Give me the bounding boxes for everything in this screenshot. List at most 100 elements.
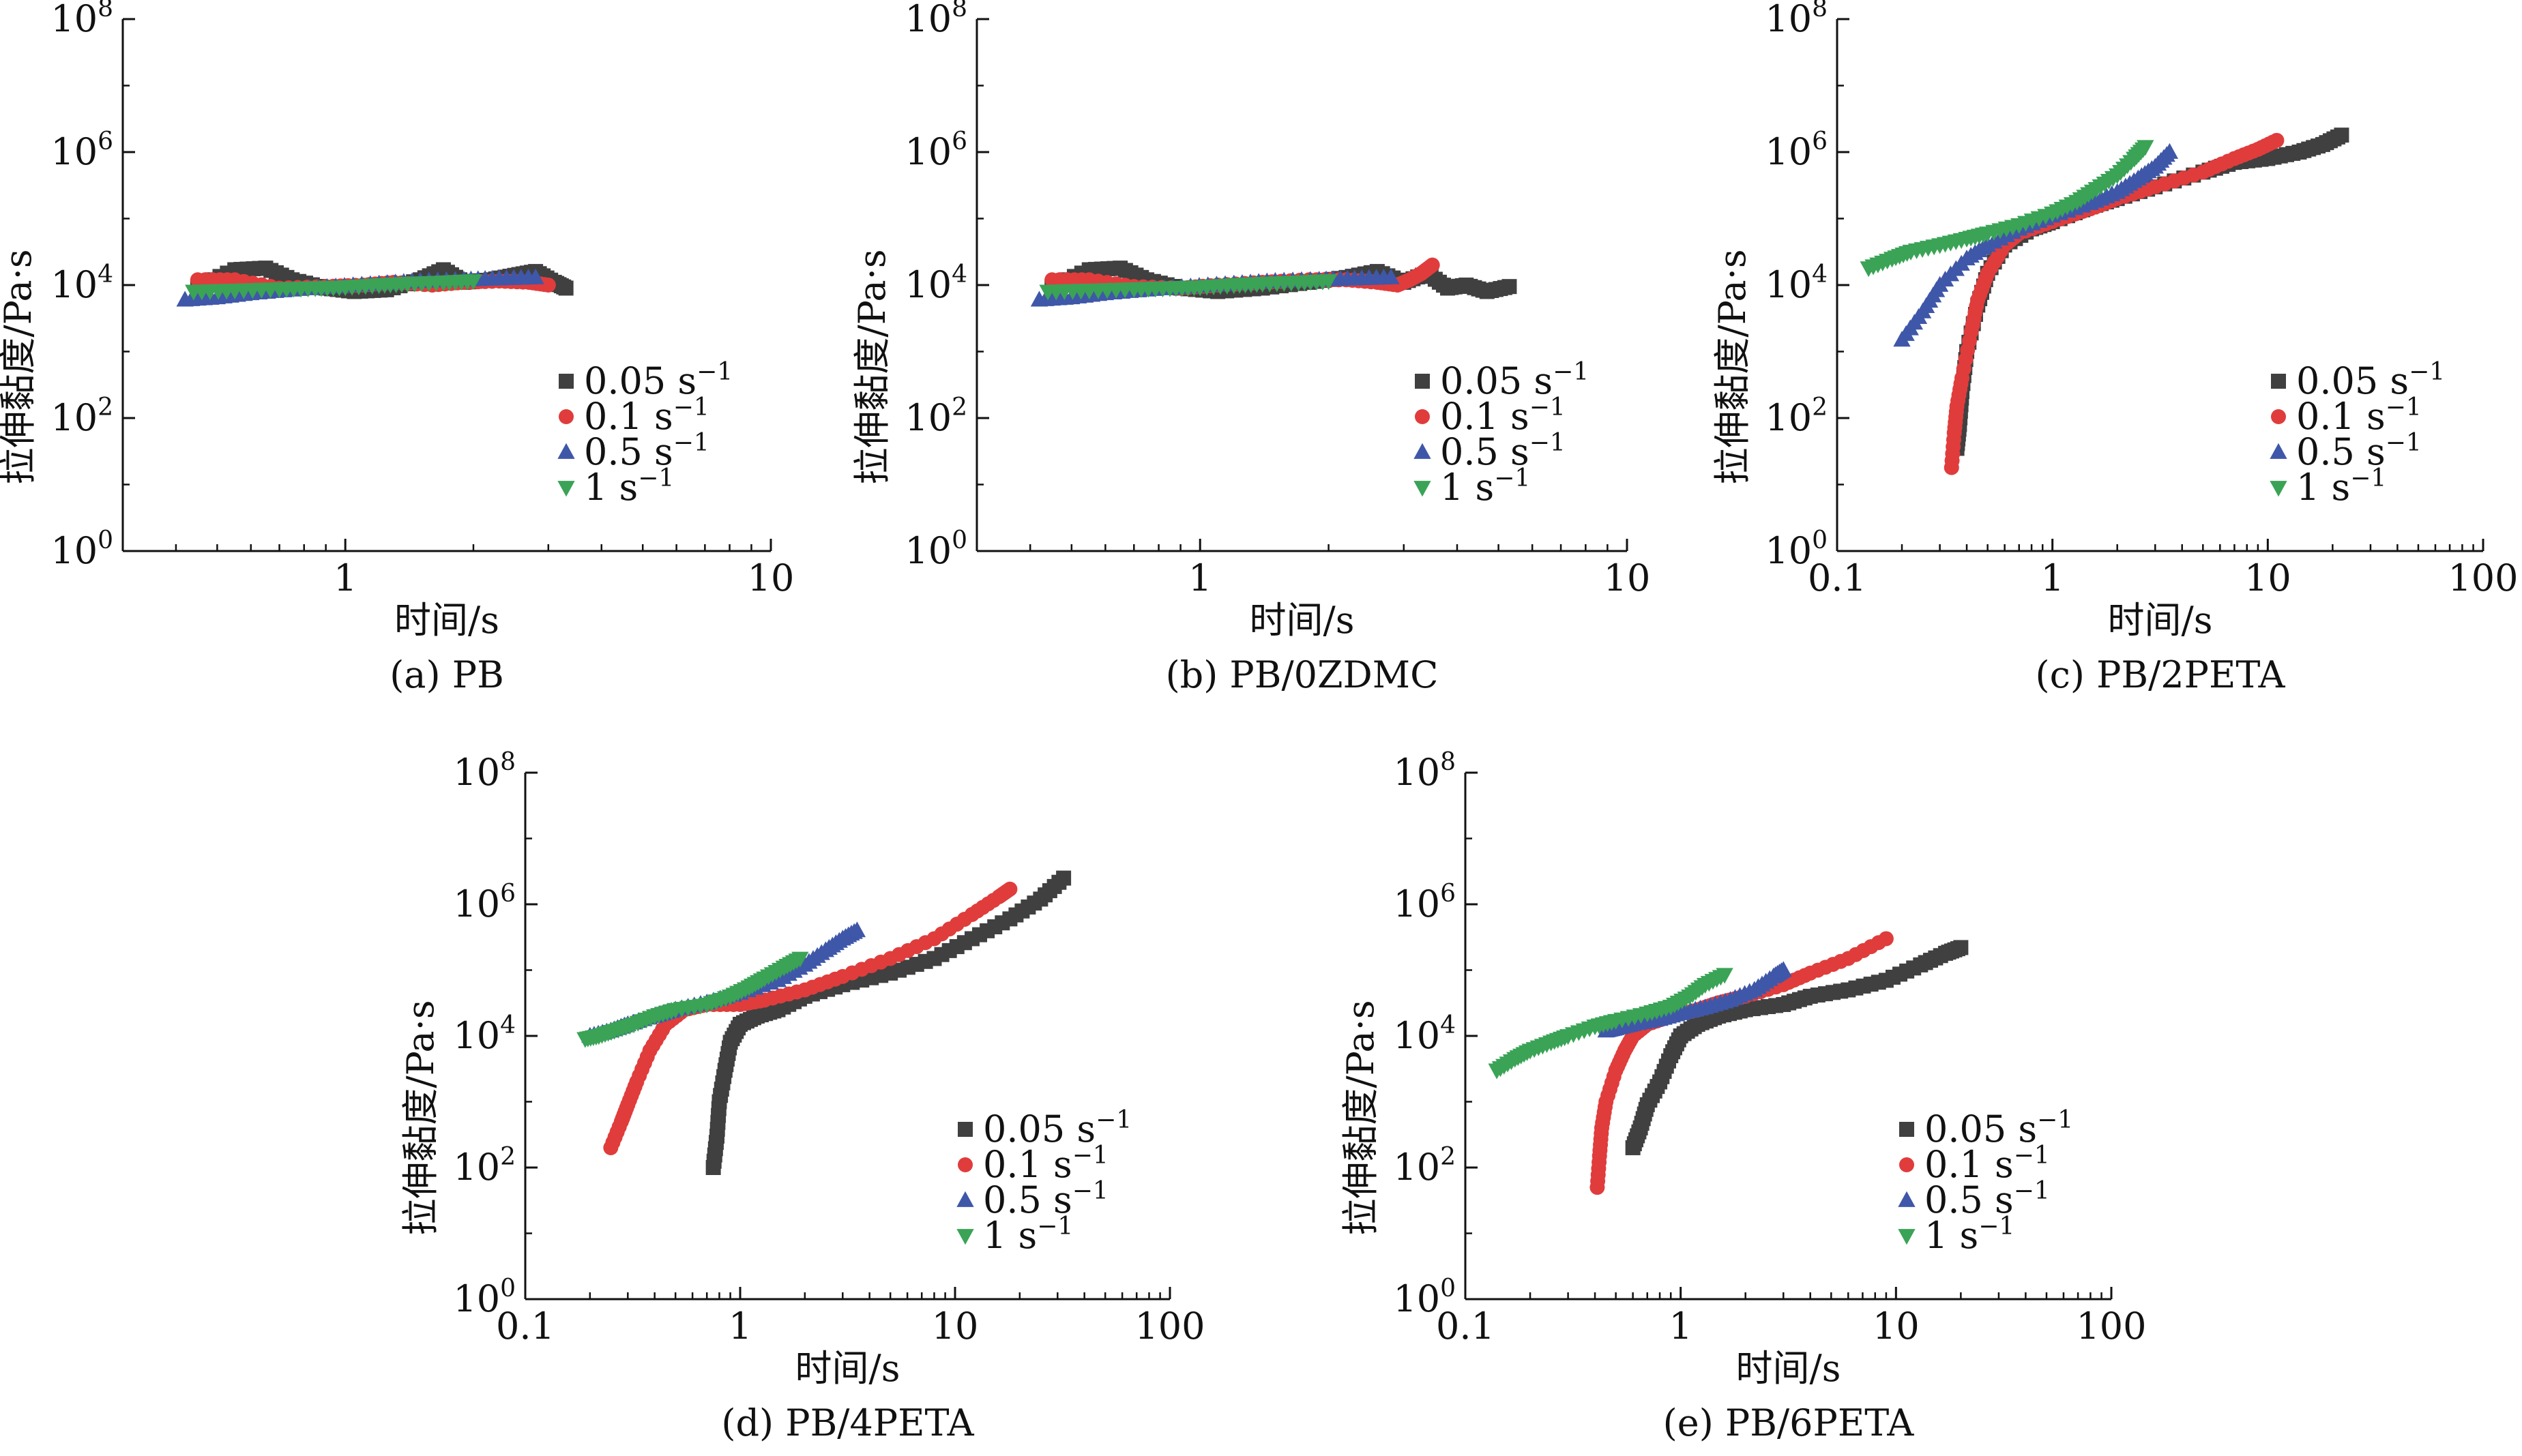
legend-entry: 0.1 s−1 (559, 393, 709, 438)
y-tick-label: 102 (1765, 393, 1828, 439)
series-0_5 (1597, 961, 1792, 1038)
legend-marker (2271, 409, 2286, 424)
data-point (1501, 279, 1517, 295)
y-axis-label: 拉伸黏度/Pa·s (1711, 249, 1754, 484)
legend-entry: 0.1 s−1 (1415, 393, 1566, 438)
x-axis-label: 时间/s (1736, 1347, 1841, 1390)
chart-panel: 0.1 1 10 100 100 102 104 106 108 时间/s 拉伸黏度/Pa·s (d)… (399, 748, 1205, 1444)
legend-entry: 1 s−1 (2270, 464, 2386, 509)
legend-marker (1415, 409, 1430, 424)
x-tick-label: 100 (1134, 1305, 1205, 1348)
x-tick-label: 0.1 (1436, 1305, 1495, 1348)
legend-label: 0.5 s−1 (584, 429, 709, 473)
chart-panel: 0.1 1 10 100 100 102 104 106 108 时间/s 拉伸黏度/Pa·s (e)… (1339, 748, 2147, 1444)
data-point (2334, 128, 2349, 143)
legend-entry: 0.5 s−1 (1898, 1177, 2050, 1221)
legend-label: 0.5 s−1 (1924, 1177, 2050, 1221)
data-point (540, 278, 556, 293)
y-tick-label: 108 (453, 748, 516, 794)
legend-label: 0.05 s−1 (1440, 358, 1589, 402)
x-tick-label: 100 (2076, 1305, 2146, 1348)
y-tick-label: 102 (1393, 1143, 1456, 1189)
series-0_1 (1589, 931, 1894, 1195)
y-tick-label: 104 (50, 261, 113, 306)
legend-entry: 0.1 s−1 (1899, 1142, 2050, 1186)
x-axis-label: 时间/s (2108, 599, 2213, 642)
legend-entry: 0.1 s−1 (958, 1142, 1109, 1186)
legend-entry: 1 s−1 (956, 1213, 1073, 1257)
legend-label: 0.1 s−1 (1924, 1142, 2050, 1186)
legend-marker (1899, 1122, 1914, 1137)
y-tick-label: 104 (905, 261, 967, 306)
legend-entry: 0.05 s−1 (1899, 1106, 2073, 1150)
y-tick-label: 104 (1765, 261, 1828, 306)
y-tick-label: 100 (905, 526, 967, 572)
panel-caption: (e) PB/6PETA (1663, 1401, 1915, 1444)
legend-marker (1899, 1157, 1914, 1172)
legend-entry: 0.5 s−1 (1413, 429, 1566, 473)
legend-entry: 0.5 s−1 (557, 429, 709, 473)
y-tick-label: 108 (50, 0, 113, 40)
series-0_05 (1625, 940, 1969, 1155)
y-tick-label: 108 (1765, 0, 1828, 40)
data-point (848, 921, 866, 938)
y-tick-label: 104 (1393, 1011, 1456, 1057)
panel-caption: (b) PB/0ZDMC (1166, 653, 1439, 696)
data-point (2160, 143, 2179, 159)
legend-entry: 0.05 s−1 (2271, 358, 2445, 402)
legend-marker (559, 374, 574, 389)
series-1 (576, 951, 809, 1048)
y-tick-label: 106 (50, 128, 113, 173)
y-tick-label: 106 (905, 128, 967, 173)
legend-marker (2271, 374, 2286, 389)
chart-panel: 1 10 100 102 104 106 108 时间/s 拉伸黏度/Pa·s (b) PB/0Z… (851, 0, 1650, 696)
data-point (1382, 268, 1400, 284)
legend-marker (1898, 1229, 1916, 1245)
x-tick-label: 0.1 (496, 1305, 555, 1348)
y-axis-label: 拉伸黏度/Pa·s (0, 249, 40, 484)
y-axis-label: 拉伸黏度/Pa·s (851, 249, 894, 484)
y-tick-label: 100 (1393, 1275, 1456, 1320)
data-point (791, 951, 809, 968)
y-axis-label: 拉伸黏度/Pa·s (1339, 1000, 1382, 1235)
data-point (1774, 961, 1792, 977)
legend-entry: 0.1 s−1 (2271, 393, 2422, 438)
legend-entry: 0.05 s−1 (1415, 358, 1589, 402)
data-point (527, 268, 544, 284)
legend-label: 0.05 s−1 (2296, 358, 2445, 402)
x-tick-label: 10 (1873, 1305, 1920, 1348)
chart-panel: 1 10 100 102 104 106 108 时间/s 拉伸黏度/Pa·s (a) PB 0.0… (0, 0, 794, 696)
y-tick-label: 100 (453, 1275, 516, 1320)
legend-entry: 1 s−1 (1898, 1213, 2014, 1257)
legend-entry: 1 s−1 (557, 464, 674, 509)
chart-panel: 0.1 1 10 100 100 102 104 106 108 时间/s 拉伸黏度/Pa·s (c)… (1711, 0, 2519, 696)
series-0_5 (1893, 143, 2179, 347)
series-0_05 (705, 870, 1072, 1175)
y-tick-label: 106 (453, 880, 516, 925)
legend-marker (1898, 1191, 1916, 1207)
data-point (1878, 931, 1894, 947)
series-1 (1860, 140, 2154, 278)
legend-entry: 0.5 s−1 (956, 1177, 1109, 1221)
legend-marker (1413, 443, 1431, 459)
legend-marker (2270, 481, 2287, 497)
data-point (1319, 274, 1338, 291)
legend-marker (956, 1191, 974, 1207)
data-point (2137, 140, 2154, 156)
series-1 (1039, 274, 1338, 301)
x-tick-label: 100 (2448, 556, 2518, 599)
legend-marker (1413, 481, 1431, 497)
y-tick-label: 100 (1765, 526, 1828, 572)
legend-label: 1 s−1 (983, 1213, 1073, 1257)
y-tick-label: 100 (50, 526, 113, 572)
x-tick-label: 10 (1604, 556, 1651, 599)
y-tick-label: 106 (1393, 880, 1456, 925)
data-point (465, 274, 482, 291)
legend-entry: 0.5 s−1 (2270, 429, 2422, 473)
legend-label: 1 s−1 (1924, 1213, 2014, 1257)
legend-entry: 0.05 s−1 (559, 358, 733, 402)
legend-label: 0.05 s−1 (983, 1106, 1132, 1150)
x-axis-label: 时间/s (394, 599, 499, 642)
x-tick-label: 10 (932, 1305, 979, 1348)
